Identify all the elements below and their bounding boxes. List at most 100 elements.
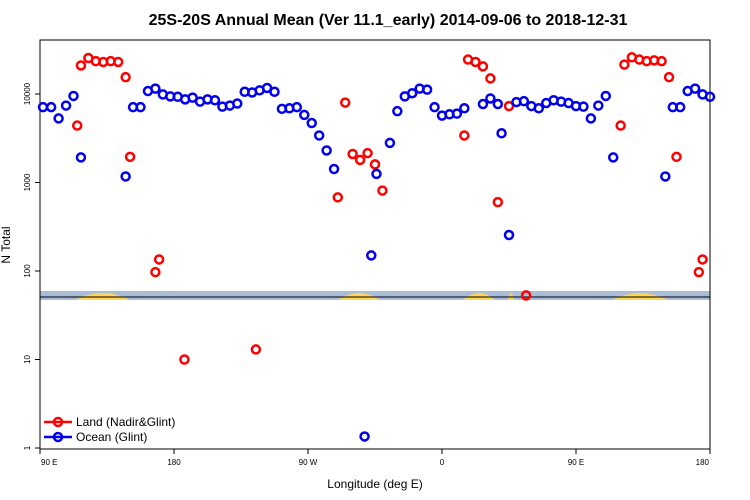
y-tick-label: 1 bbox=[23, 445, 32, 450]
x-tick-label: 90 W bbox=[299, 458, 318, 467]
ocean-point bbox=[366, 250, 377, 261]
x-tick-label: 90 E bbox=[568, 458, 584, 467]
legend-land-label: Land (Nadir&Glint) bbox=[76, 415, 175, 429]
ocean-point bbox=[321, 145, 332, 156]
x-tick-label: 180 bbox=[167, 458, 181, 467]
ocean-point bbox=[496, 128, 507, 139]
land-point bbox=[354, 154, 366, 166]
legend: Land (Nadir&Glint) Ocean (Glint) bbox=[44, 415, 175, 444]
land-point bbox=[656, 55, 667, 67]
ocean-point bbox=[533, 103, 545, 114]
ocean-point bbox=[45, 101, 57, 113]
ocean-point bbox=[306, 117, 317, 129]
ocean-point bbox=[429, 101, 440, 113]
plot-frame bbox=[39, 39, 711, 450]
ocean-point bbox=[384, 137, 396, 149]
ocean-point bbox=[359, 431, 370, 442]
ocean-point bbox=[269, 86, 280, 98]
y-axis-label: N Total bbox=[0, 226, 13, 263]
map-strip bbox=[40, 291, 710, 300]
x-axis: 90 E 180 90 W 0 90 E 180 bbox=[39, 449, 711, 467]
land-point bbox=[697, 254, 708, 265]
land-point bbox=[459, 130, 470, 141]
land-point bbox=[477, 61, 489, 72]
land-point bbox=[503, 100, 515, 112]
ocean-point bbox=[187, 92, 198, 103]
land-point bbox=[71, 120, 83, 131]
x-tick-label: 0 bbox=[440, 458, 445, 467]
land-point bbox=[250, 344, 262, 355]
land-point bbox=[339, 97, 351, 108]
ocean-point bbox=[209, 94, 221, 106]
land-point bbox=[112, 56, 124, 68]
land-point bbox=[377, 185, 388, 196]
land-point bbox=[470, 56, 481, 68]
x-tick-label: 90 E bbox=[41, 458, 57, 467]
land-point bbox=[124, 151, 136, 163]
legend-ocean-marker bbox=[52, 431, 64, 443]
x-axis-label: Longitude (deg E) bbox=[327, 477, 422, 491]
land-point bbox=[619, 59, 630, 70]
ocean-point bbox=[232, 98, 243, 109]
y-tick-label: 10000 bbox=[23, 82, 32, 105]
ocean-point bbox=[60, 100, 72, 111]
land-point bbox=[663, 71, 675, 83]
ocean-point bbox=[313, 130, 325, 141]
data-points bbox=[37, 52, 716, 442]
legend-land-marker bbox=[52, 416, 64, 428]
ocean-point bbox=[600, 90, 612, 102]
ocean-point bbox=[485, 93, 496, 104]
ocean-point bbox=[120, 171, 131, 182]
ocean-point bbox=[150, 83, 161, 94]
legend-ocean-label: Ocean (Glint) bbox=[76, 430, 147, 444]
ocean-point bbox=[75, 152, 87, 163]
x-tick-label: 180 bbox=[696, 458, 710, 467]
land-point bbox=[347, 148, 358, 160]
land-point bbox=[120, 71, 131, 83]
ocean-point bbox=[451, 108, 463, 119]
ocean-point bbox=[392, 105, 403, 117]
land-point bbox=[671, 151, 682, 163]
y-tick-label: 1000 bbox=[23, 173, 32, 191]
land-point bbox=[615, 120, 626, 131]
land-point bbox=[492, 196, 504, 208]
ocean-point bbox=[299, 109, 310, 121]
ocean-point bbox=[492, 98, 504, 110]
land-point bbox=[369, 159, 381, 170]
ocean-point bbox=[477, 98, 489, 110]
land-point bbox=[153, 254, 165, 265]
ocean-point bbox=[689, 83, 701, 94]
ocean-point bbox=[593, 100, 604, 111]
land-point bbox=[75, 60, 87, 71]
ocean-point bbox=[518, 95, 530, 107]
land-point bbox=[150, 266, 161, 278]
ocean-point bbox=[585, 113, 597, 124]
ocean-point bbox=[607, 152, 619, 163]
ocean-point bbox=[459, 103, 470, 114]
ocean-point bbox=[674, 101, 686, 113]
ocean-point bbox=[53, 113, 64, 124]
land-point bbox=[520, 290, 532, 301]
land-point bbox=[693, 266, 705, 278]
ocean-point bbox=[578, 101, 589, 112]
ocean-point bbox=[328, 163, 340, 175]
y-tick-label: 100 bbox=[23, 264, 32, 278]
land-point bbox=[179, 354, 190, 365]
ocean-point bbox=[421, 84, 433, 95]
ocean-point bbox=[291, 101, 303, 113]
y-tick-label: 10 bbox=[23, 355, 32, 364]
land-point bbox=[332, 192, 344, 203]
ocean-point bbox=[135, 101, 146, 113]
y-axis: 1 10 100 1000 10000 bbox=[23, 82, 40, 450]
chart-title: 25S-20S Annual Mean (Ver 11.1_early) 201… bbox=[149, 12, 628, 29]
ocean-point bbox=[406, 87, 418, 99]
land-point bbox=[362, 147, 373, 159]
ocean-point bbox=[704, 91, 716, 103]
ocean-point bbox=[68, 90, 79, 102]
ocean-point bbox=[503, 229, 515, 241]
map-ocean-band bbox=[40, 291, 710, 300]
land-point bbox=[485, 73, 496, 84]
ocean-point bbox=[660, 171, 671, 182]
